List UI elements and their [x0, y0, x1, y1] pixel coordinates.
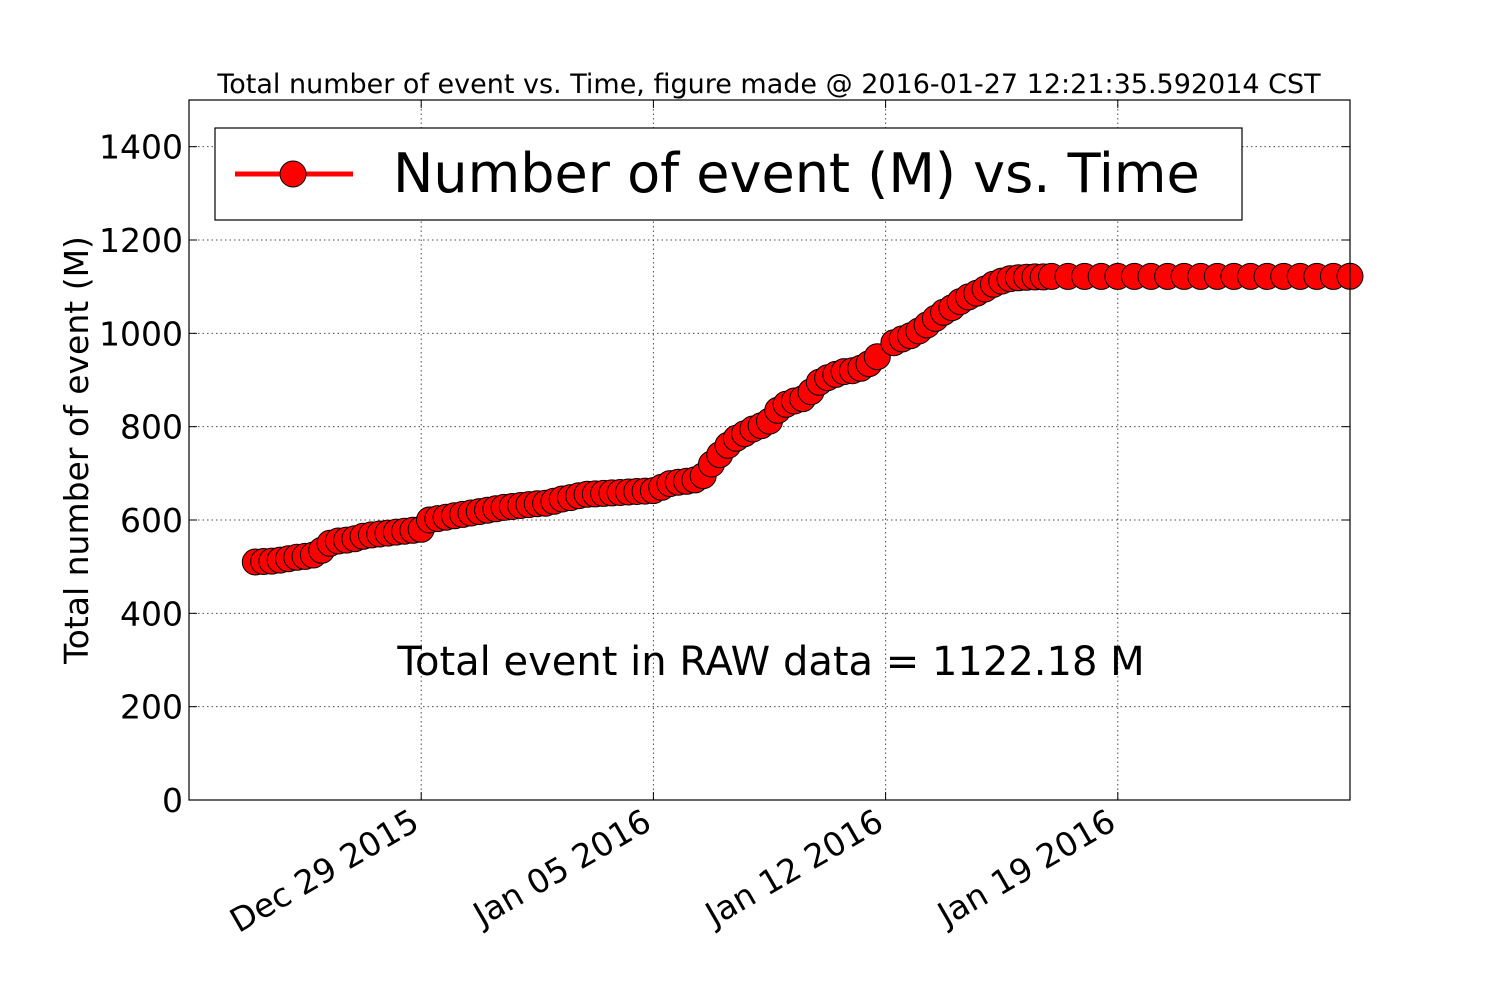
y-tick-label: 0	[162, 781, 183, 820]
legend-marker	[279, 160, 307, 188]
legend-label: Number of event (M) vs. Time	[393, 142, 1200, 205]
plot-frame	[188, 99, 1351, 801]
data-points	[241, 262, 1364, 576]
y-tick-label: 600	[120, 501, 183, 540]
y-tick-label: 200	[120, 688, 183, 727]
y-tick-label: 1400	[99, 128, 183, 167]
legend: Number of event (M) vs. Time	[214, 127, 1243, 221]
y-tick-label: 1200	[99, 221, 183, 260]
y-axis-label: Total number of event (M)	[57, 236, 96, 665]
y-tick-label: 800	[120, 408, 183, 447]
y-tick-label: 400	[120, 594, 183, 633]
legend-box	[214, 127, 1243, 221]
total-event-annotation: Total event in RAW data = 1122.18 M	[396, 639, 1144, 685]
y-tick-label: 1000	[99, 314, 183, 353]
chart-title: Total number of event vs. Time, figure m…	[216, 69, 1321, 100]
